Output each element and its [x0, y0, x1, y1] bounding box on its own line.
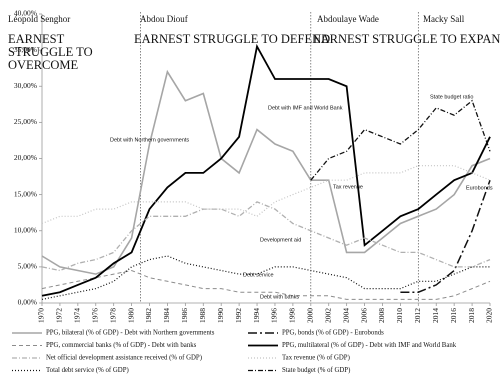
- x-tick-label: 2020: [485, 308, 494, 323]
- series-line: [310, 99, 491, 181]
- x-tick-label: 2006: [359, 308, 368, 323]
- series-label: Debt service: [243, 272, 274, 278]
- legend-label: PPG, commercial banks (% of GDP) - Debt …: [46, 342, 197, 349]
- series-line: [41, 269, 491, 300]
- x-tick-label: 1976: [90, 308, 99, 323]
- era-slogan: EARNEST STRUGGLE TO DEFEND: [134, 32, 330, 46]
- x-tick-label: 2018: [467, 308, 476, 323]
- series-line: [400, 179, 491, 293]
- x-tick-label: 1984: [162, 308, 171, 323]
- series-line: [41, 255, 490, 300]
- series-line: [41, 43, 491, 297]
- series-label: Development aid: [260, 237, 301, 243]
- legend-label: Tax revenue (% of GDP): [282, 355, 350, 362]
- era-leader: Léopold Senghor: [8, 14, 70, 24]
- x-tick-label: 1990: [216, 308, 225, 323]
- x-tick-label: 1992: [234, 308, 243, 323]
- era-leader: Abdou Diouf: [140, 14, 188, 24]
- x-tick-label: 2014: [431, 308, 440, 323]
- era-slogan: EARNEST STRUGGLE TO EXPAND: [313, 32, 500, 46]
- x-tick-label: 1996: [270, 308, 279, 323]
- legend-label: Net official development assistance rece…: [46, 355, 202, 362]
- series-label: State budget ratio: [430, 94, 473, 100]
- series-label: Debt with IMF and World Bank: [268, 105, 343, 111]
- series-label: Debt with banks: [260, 294, 299, 300]
- y-tick-label: 5,00%: [18, 262, 37, 271]
- y-tick-label: 40,00%: [14, 9, 37, 18]
- legend-label: Total debt service (% of GDP): [46, 367, 129, 374]
- era-slogan: STRUGGLE TO: [8, 45, 93, 59]
- series-label: Tax revenue: [333, 184, 363, 190]
- y-tick-label: 25,00%: [14, 117, 37, 126]
- legend-label: PPG, multilateral (% of GDP) - Debt with…: [282, 342, 457, 349]
- series-label: Eurobonds: [466, 185, 493, 191]
- x-tick-label: 2016: [449, 308, 458, 323]
- y-tick-label: 30,00%: [14, 81, 37, 90]
- y-tick-label: 15,00%: [14, 189, 37, 198]
- x-tick-label: 2000: [306, 308, 315, 323]
- x-tick-label: 2010: [395, 308, 404, 323]
- x-tick-label: 1988: [198, 308, 207, 323]
- series-line: [41, 201, 491, 272]
- era-slogan: EARNEST: [8, 32, 65, 46]
- x-tick-label: 1994: [252, 308, 261, 323]
- y-tick-label: 0,00%: [18, 298, 37, 307]
- era-slogan: OVERCOME: [8, 58, 79, 72]
- y-tick-label: 35,00%: [14, 45, 37, 54]
- x-tick-label: 1982: [144, 308, 153, 323]
- x-tick-label: 1970: [37, 308, 46, 323]
- x-tick-label: 2002: [323, 308, 332, 323]
- x-tick-label: 1980: [126, 308, 135, 323]
- y-tick-label: 10,00%: [14, 225, 37, 234]
- x-tick-label: 1998: [288, 308, 297, 323]
- x-tick-label: 1972: [55, 308, 64, 323]
- x-tick-label: 1974: [73, 308, 82, 323]
- series-line: [41, 69, 491, 275]
- legend-label: State budget (% of GDP): [282, 367, 350, 374]
- x-tick-label: 1986: [180, 308, 189, 323]
- x-tick-label: 1978: [108, 308, 117, 323]
- x-tick-label: 2004: [341, 308, 350, 323]
- series-label: Debt with Northern governments: [110, 137, 189, 143]
- x-tick-label: 2008: [377, 308, 386, 323]
- y-tick-label: 20,00%: [14, 153, 37, 162]
- era-leader: Abdoulaye Wade: [317, 14, 379, 24]
- legend-label: PPG, bilateral (% of GDP) - Debt with No…: [46, 330, 215, 337]
- x-tick-label: 2012: [413, 308, 422, 323]
- legend-label: PPG, bonds (% of GDP) - Eurobonds: [282, 330, 384, 337]
- era-leader: Macky Sall: [423, 14, 465, 24]
